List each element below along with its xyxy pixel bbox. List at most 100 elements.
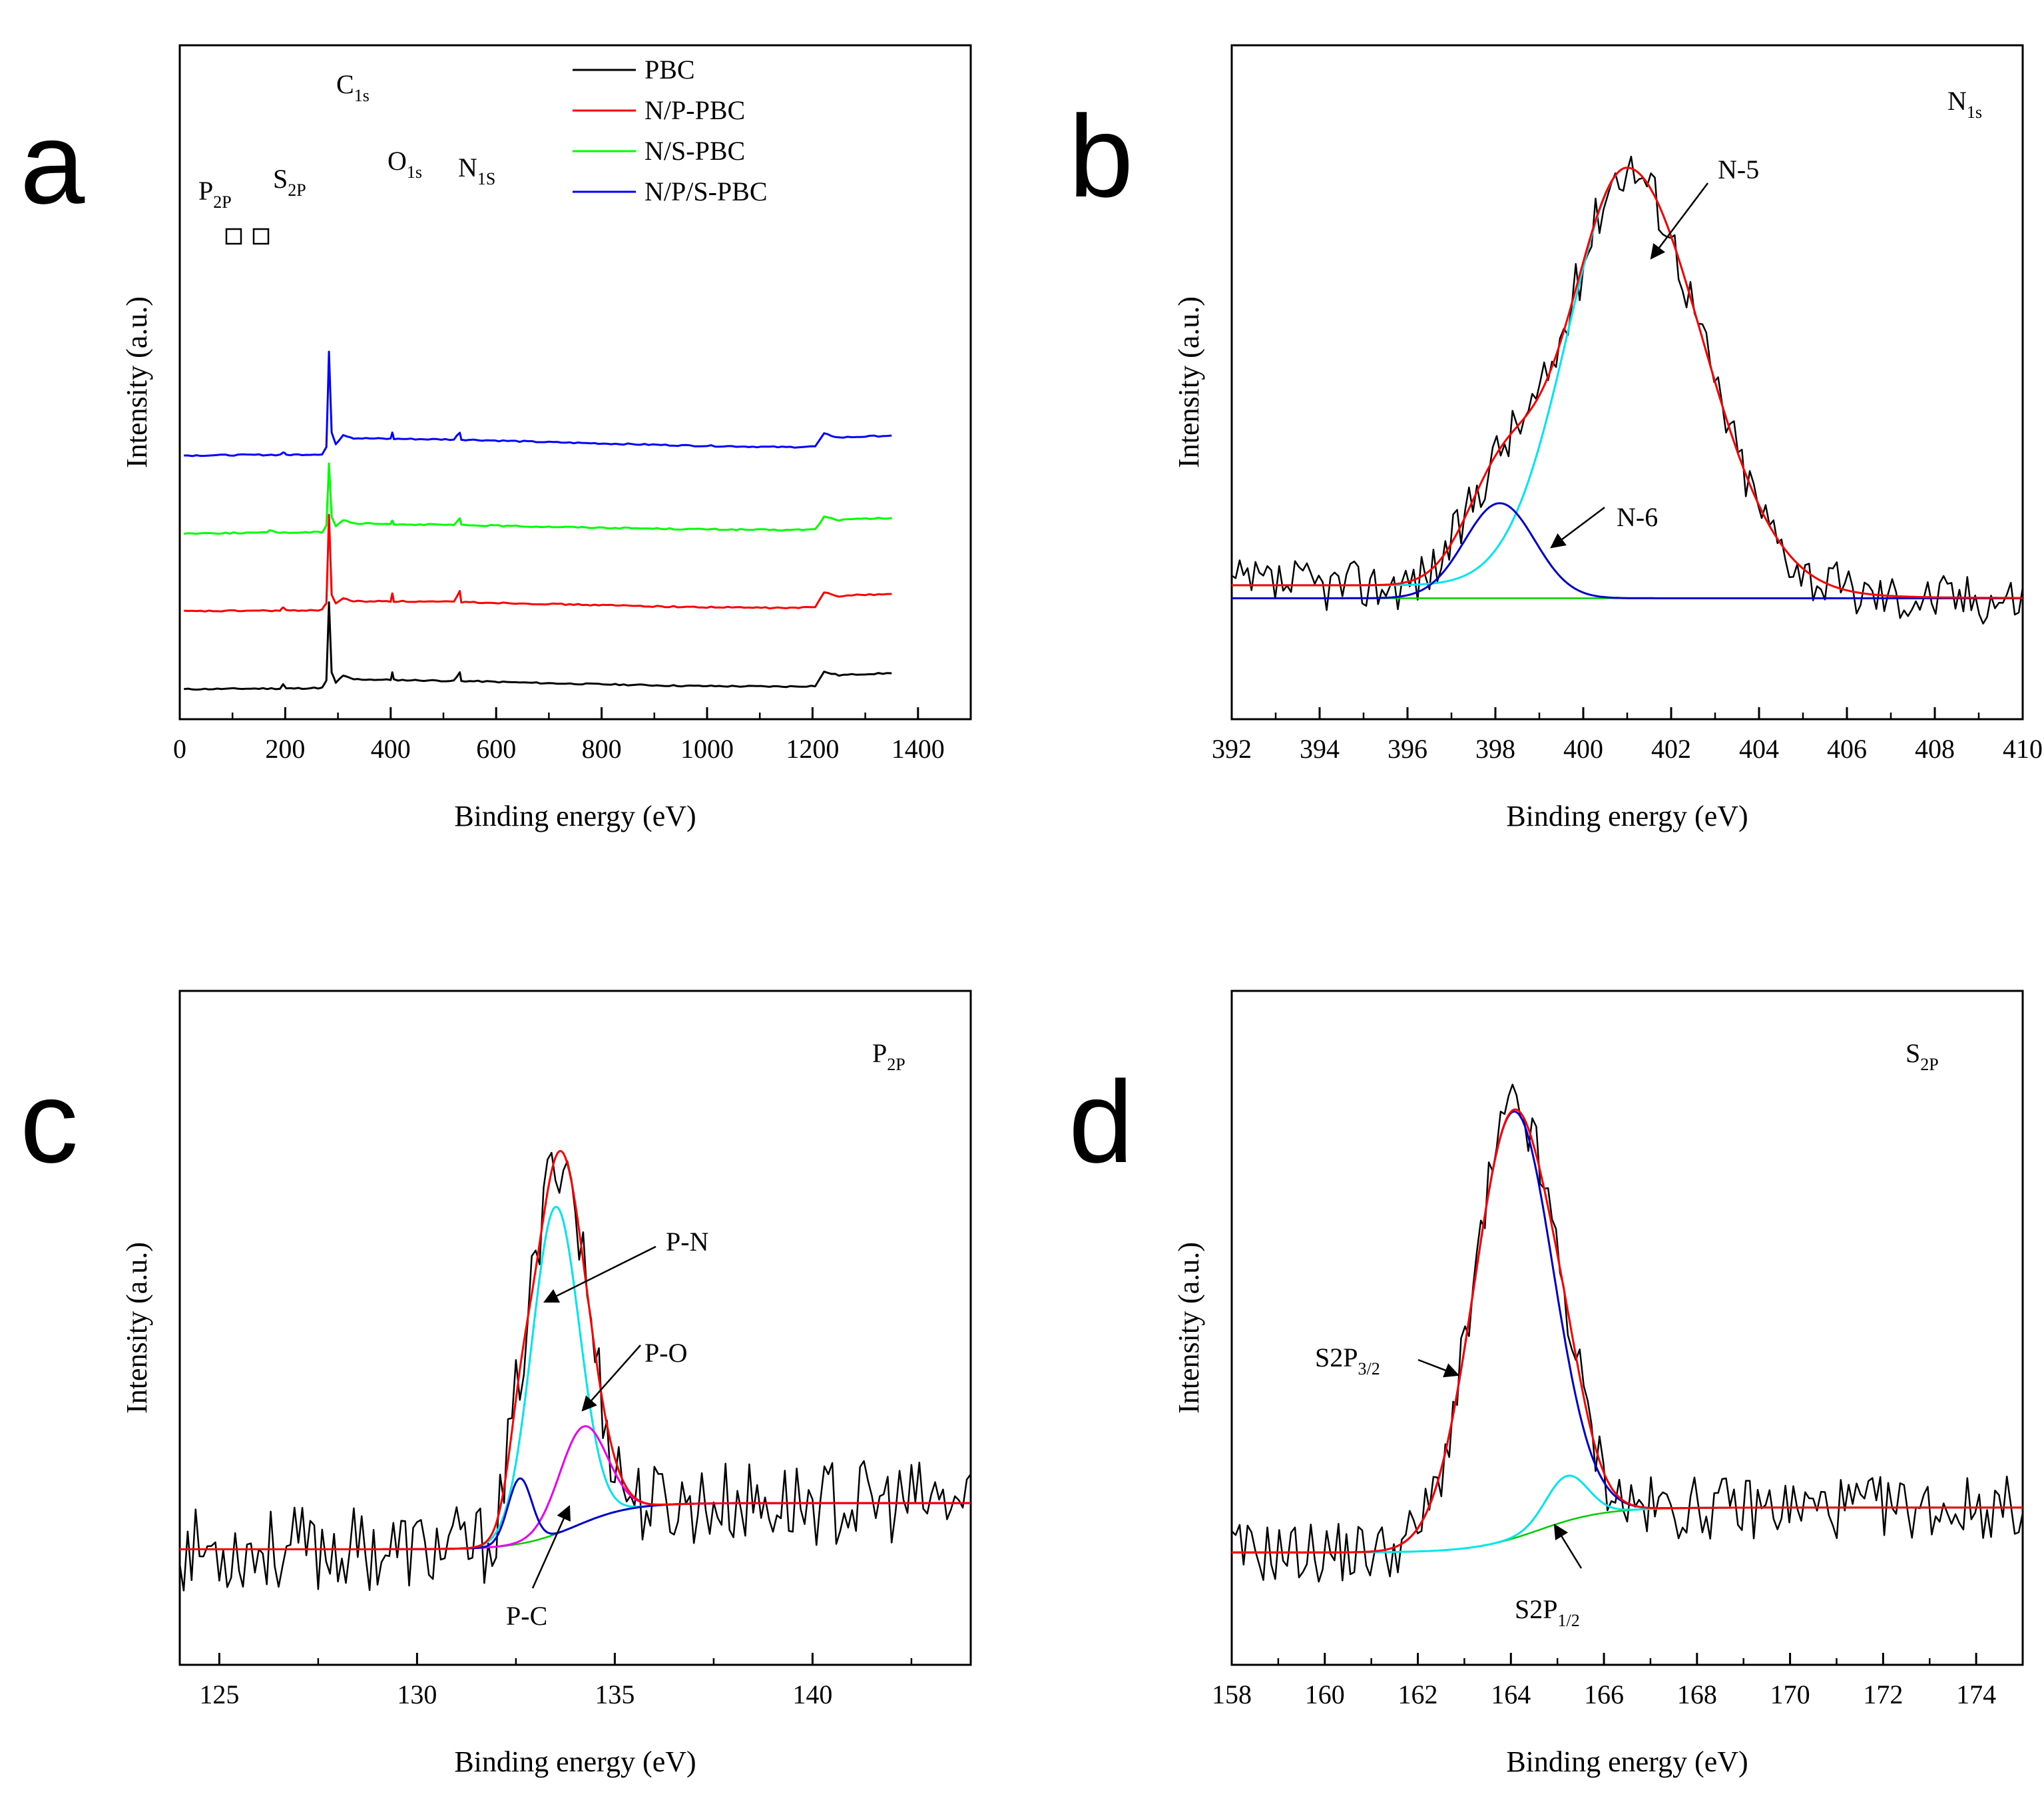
arrow-p-c xyxy=(531,1504,571,1589)
legend-a: PBC N/P-PBC N/S-PBC N/P/S-PBC xyxy=(573,55,768,206)
element-label-n1s: N1s xyxy=(1947,86,1982,122)
x-tick-label-200: 200 xyxy=(265,734,305,764)
panel-c: c 125 130 135 140 Binding energy (eV) Inten… xyxy=(20,990,972,1778)
x-tick-label-400: 400 xyxy=(371,734,411,764)
x-tick-label-398: 398 xyxy=(1475,734,1515,764)
raw-data-line xyxy=(1231,1083,2024,1583)
x-tick-label-166: 166 xyxy=(1584,1679,1624,1709)
x-axis-title-b: Binding energy (eV) xyxy=(1506,800,1748,832)
panel-letter-c: c xyxy=(20,1057,79,1187)
peak-label-p2p: P2P xyxy=(198,176,232,212)
x-tick-label-162: 162 xyxy=(1398,1679,1438,1709)
label-s2p32: S2P3/2 xyxy=(1315,1343,1380,1378)
legend-label-pbc: PBC xyxy=(644,55,695,85)
x-tick-label-410: 410 xyxy=(2003,734,2043,764)
arrow-s2p32 xyxy=(1417,1358,1460,1378)
series-line-n-s-pbc xyxy=(184,462,892,535)
plot-frame-b xyxy=(1230,44,2024,721)
x-tick-label-408: 408 xyxy=(1915,734,1955,764)
x-axis-title-a: Binding energy (eV) xyxy=(454,800,696,832)
y-axis-title-d: Intensity (a.u.) xyxy=(1172,1242,1205,1414)
panel-b: b 392 394 396 398 400 402 404 406 408 410 Binding… xyxy=(1069,44,2043,832)
x-tick-label-600: 600 xyxy=(476,734,516,764)
plot-frame-a xyxy=(178,44,972,721)
legend-label-ns-pbc: N/S-PBC xyxy=(644,136,745,166)
label-p-o: P-O xyxy=(644,1338,687,1368)
x-tick-label-170: 170 xyxy=(1770,1679,1810,1709)
fit-component-n-5 xyxy=(1232,166,2023,599)
x-tick-label-130: 130 xyxy=(397,1679,437,1709)
peak-label-s2p: S2P xyxy=(273,164,306,200)
fit-envelope-line xyxy=(1232,1108,2023,1554)
x-tick-label-396: 396 xyxy=(1388,734,1427,764)
label-p-c: P-C xyxy=(506,1601,547,1631)
x-tick-label-404: 404 xyxy=(1739,734,1779,764)
element-label-p2p: P2P xyxy=(872,1038,905,1074)
peak-label-n1s: N1S xyxy=(458,152,495,188)
arrow-n5 xyxy=(1650,182,1708,260)
element-label-s2p: S2P xyxy=(1906,1038,1939,1074)
x-tick-label-135: 135 xyxy=(595,1679,635,1709)
fit-component-p-n xyxy=(180,1205,971,1550)
y-axis-title-c: Intensity (a.u.) xyxy=(121,1242,153,1414)
x-tick-label-125: 125 xyxy=(199,1679,239,1709)
x-axis-a: 0 200 400 600 800 1000 1200 1400 xyxy=(173,707,945,764)
marker-box-p2p xyxy=(225,228,242,245)
peak-label-o1s: O1s xyxy=(387,146,422,182)
fit-component-p-o xyxy=(180,1425,971,1550)
label-p-n: P-N xyxy=(666,1227,708,1257)
x-tick-label-140: 140 xyxy=(792,1679,832,1709)
x-axis-c: 125 130 135 140 xyxy=(199,1653,913,1709)
x-tick-label-406: 406 xyxy=(1827,734,1867,764)
series-line-n-p-s-pbc xyxy=(184,350,892,457)
panel-a: a 0 200 400 600 800 1000 1200 1400 Binding ener… xyxy=(20,44,972,832)
arrow-n6 xyxy=(1550,507,1605,549)
x-tick-label-1200: 1200 xyxy=(786,734,839,764)
raw-data-line xyxy=(178,1151,972,1592)
x-tick-label-172: 172 xyxy=(1863,1679,1903,1709)
panel-d: d 158 160 162 164 166 168 170 172 174 Binding en… xyxy=(1069,990,2024,1778)
x-axis-d: 158 160 162 164 166 168 170 172 174 xyxy=(1212,1653,1996,1709)
fit-envelope-line xyxy=(180,1150,971,1550)
series-group-b xyxy=(1231,155,2024,625)
panel-letter-b: b xyxy=(1069,92,1133,222)
x-tick-label-402: 402 xyxy=(1651,734,1691,764)
panel-letter-a: a xyxy=(20,99,85,228)
x-tick-label-1000: 1000 xyxy=(680,734,734,764)
series-line-pbc xyxy=(184,601,892,691)
fit-envelope-line xyxy=(1232,166,2023,599)
raw-data-line xyxy=(1231,155,2024,625)
series-group-d xyxy=(1231,1083,2024,1583)
series-line-n-p-pbc xyxy=(184,513,892,613)
label-n5: N-5 xyxy=(1718,154,1759,184)
x-tick-label-394: 394 xyxy=(1300,734,1340,764)
y-axis-title-b: Intensity (a.u.) xyxy=(1172,296,1205,468)
x-tick-label-160: 160 xyxy=(1305,1679,1345,1709)
x-axis-b: 392 394 396 398 400 402 404 406 408 410 xyxy=(1212,707,2043,764)
x-tick-label-158: 158 xyxy=(1212,1679,1252,1709)
plot-frame-d xyxy=(1230,990,2024,1666)
fit-component-n-6 xyxy=(1232,502,2023,599)
arrow-s2p12 xyxy=(1553,1524,1583,1569)
arrow-p-n xyxy=(543,1245,656,1303)
plot-frame-c xyxy=(178,990,972,1666)
x-axis-title-c: Binding energy (eV) xyxy=(454,1745,696,1778)
x-tick-label-1400: 1400 xyxy=(892,734,945,764)
x-tick-label-0: 0 xyxy=(173,734,186,764)
label-s2p12: S2P1/2 xyxy=(1515,1594,1580,1630)
series-group-a xyxy=(184,350,892,691)
x-tick-label-174: 174 xyxy=(1956,1679,1996,1709)
x-axis-title-d: Binding energy (eV) xyxy=(1506,1745,1748,1778)
legend-label-nps-pbc: N/P/S-PBC xyxy=(644,176,768,206)
label-n6: N-6 xyxy=(1617,502,1658,532)
y-axis-title-a: Intensity (a.u.) xyxy=(121,296,153,468)
x-tick-label-392: 392 xyxy=(1212,734,1252,764)
panel-letter-d: d xyxy=(1069,1057,1133,1187)
peak-label-c1s: C1s xyxy=(336,69,370,105)
x-tick-label-800: 800 xyxy=(582,734,622,764)
marker-box-s2p xyxy=(252,228,270,245)
x-tick-label-400: 400 xyxy=(1563,734,1603,764)
x-tick-label-168: 168 xyxy=(1677,1679,1717,1709)
x-tick-label-164: 164 xyxy=(1491,1679,1531,1709)
